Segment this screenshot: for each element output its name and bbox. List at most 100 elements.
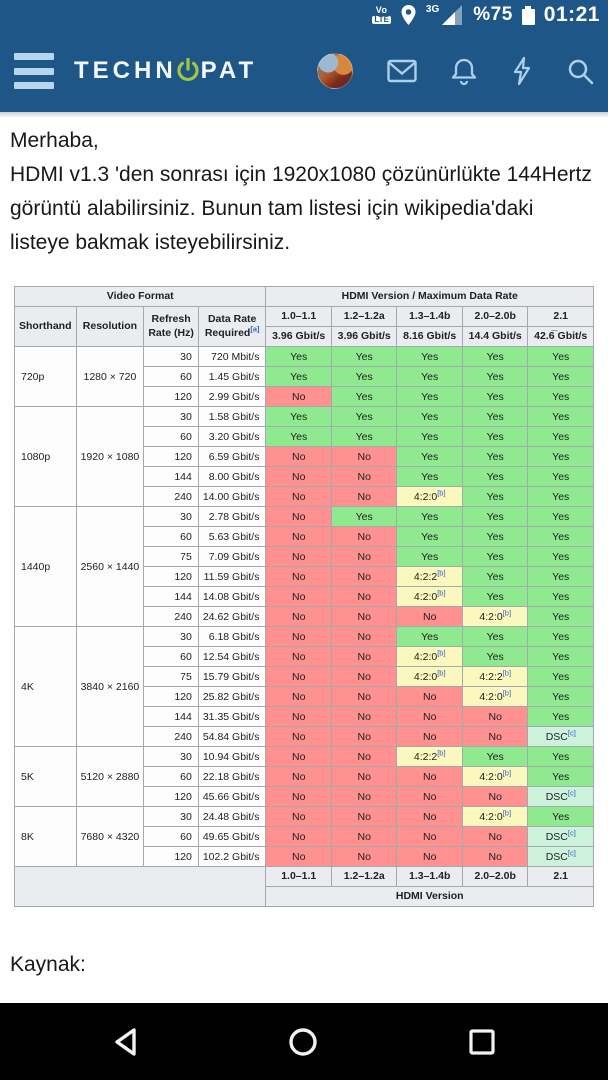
resolution-cell: 7680 × 4320 [75, 806, 145, 867]
support-cell: Yes [461, 386, 529, 407]
footnote-ref[interactable]: [b] [437, 568, 446, 577]
data-rate-cell: 3.20 Gbit/s [197, 426, 267, 447]
support-cell: Yes [527, 466, 594, 487]
support-cell: Yes [396, 386, 463, 407]
version-header: 1.0–1.1 [265, 306, 332, 327]
volte-icon: Vo LTE [372, 6, 391, 24]
footer-blank-cell [13, 866, 267, 907]
status-bar: Vo LTE 3G %75 01:21 [0, 0, 608, 30]
footnote-ref[interactable]: [b] [437, 668, 446, 677]
footnote-ref[interactable]: [c] [567, 788, 576, 797]
refresh-rate-cell: 60 [143, 826, 199, 847]
support-cell: No [330, 806, 398, 827]
support-cell: No [265, 466, 332, 487]
table-row: Shorthand Resolution Refresh Rate (Hz) Data … [14, 306, 594, 347]
table-row: 60 1.45 Gbit/s Yes Yes Yes Yes Yes [15, 366, 594, 387]
hdmi-support-table: Video Format HDMI Version / Maximum Data … [13, 286, 594, 907]
table-row: 120 25.82 Gbit/s No No No 4:2:0[b] Yes [15, 686, 594, 707]
brand-logo[interactable]: TECHN PAT [74, 57, 257, 85]
footnote-ref[interactable]: [b] [437, 648, 446, 657]
shorthand-cell: 8K [14, 806, 77, 867]
support-cell: No [265, 606, 332, 627]
support-cell: No [265, 666, 332, 687]
support-cell: DSC[c] [527, 846, 594, 867]
table-row: 240 24.62 Gbit/s No No No 4:2:0[b] Yes [15, 606, 594, 627]
header-shadow [0, 112, 608, 118]
support-cell: No [330, 486, 398, 507]
version-header: 2.0–2.0b [461, 306, 529, 327]
battery-percent-label: %75 [473, 4, 513, 25]
status-time: 01:21 [543, 3, 600, 26]
data-rate-cell: 7.09 Gbit/s [197, 546, 267, 567]
recents-button[interactable] [468, 1028, 496, 1056]
flash-icon[interactable] [511, 56, 533, 86]
support-cell: Yes [265, 426, 332, 447]
shorthand-cell: 1440p [14, 506, 77, 627]
footnote-ref[interactable]: [b] [502, 808, 512, 817]
video-format-header: Video Format [13, 286, 267, 307]
support-cell: No [330, 746, 398, 767]
support-cell: No [330, 686, 398, 707]
table-row: 240 54.84 Gbit/s No No No No DSC[c] [15, 726, 594, 747]
support-cell: Yes [461, 466, 529, 487]
support-cell: Yes [527, 366, 594, 387]
table-row: 120 6.59 Gbit/s No No Yes Yes Yes [15, 446, 594, 467]
support-cell: No [330, 706, 398, 727]
footnote-ref[interactable]: [b] [437, 488, 446, 497]
mail-icon[interactable] [387, 59, 417, 83]
support-cell: Yes [527, 506, 594, 527]
data-rate-cell: 45.66 Gbit/s [197, 786, 267, 807]
signal-icon: 3G [426, 3, 464, 27]
footnote-ref[interactable]: [c] [567, 848, 576, 857]
footnote-ref[interactable]: [b] [502, 668, 512, 677]
support-cell: No [265, 526, 332, 547]
refresh-rate-cell: 60 [143, 426, 199, 447]
app-header: TECHN PAT [0, 30, 608, 112]
back-button[interactable] [112, 1027, 138, 1057]
footer-version-header: 2.1 [527, 866, 594, 887]
footnote-ref[interactable]: [b] [502, 768, 512, 777]
bell-icon[interactable] [451, 57, 477, 85]
support-cell: DSC[c] [527, 726, 594, 747]
support-cell: No [330, 626, 398, 647]
shorthand-cell: 720p [14, 346, 77, 407]
search-icon[interactable] [567, 58, 594, 85]
resolution-cell: 3840 × 2160 [75, 626, 145, 747]
support-cell: No [330, 586, 398, 607]
support-cell: Yes [527, 486, 594, 507]
data-rate-cell: 720 Mbit/s [197, 346, 267, 367]
data-rate-cell: 10.94 Gbit/s [197, 746, 267, 767]
footnote-ref[interactable]: [b] [502, 688, 512, 697]
data-rate-cell: 14.08 Gbit/s [197, 586, 267, 607]
refresh-rate-cell: 120 [143, 566, 199, 587]
data-rate-cell: 15.79 Gbit/s [197, 666, 267, 687]
data-rate-cell: 6.18 Gbit/s [197, 626, 267, 647]
network-type-label: 3G [425, 4, 440, 15]
support-cell: Yes [396, 446, 463, 467]
support-cell: Yes [527, 746, 594, 767]
home-button[interactable] [288, 1027, 318, 1057]
support-cell: Yes [396, 626, 463, 647]
menu-icon[interactable] [14, 53, 54, 89]
support-cell: No [396, 726, 463, 747]
avatar[interactable] [317, 53, 353, 89]
footnote-ref[interactable]: [b] [437, 748, 446, 757]
support-cell: Yes [461, 486, 529, 507]
avatar-image [317, 53, 353, 89]
max-rate-header: 8.16 Gbit/s [396, 326, 463, 347]
footnote-ref[interactable]: [b] [502, 608, 512, 617]
footnote-ref[interactable]: [c] [567, 728, 576, 737]
footnote-ref[interactable]: [b] [437, 588, 446, 597]
refresh-rate-cell: 144 [143, 586, 199, 607]
data-rate-cell: 31.35 Gbit/s [197, 706, 267, 727]
support-cell: No [330, 526, 398, 547]
footnote-ref[interactable]: [c] [567, 828, 576, 837]
refresh-rate-cell: 60 [143, 766, 199, 787]
footnote-ref-a[interactable]: [a] [250, 324, 260, 333]
support-cell: No [396, 826, 463, 847]
support-cell: Yes [461, 646, 529, 667]
table-row: HDMI Version [15, 886, 594, 907]
support-cell: Yes [527, 666, 594, 687]
post-text: Merhaba, HDMI v1.3 'den sonrası için 192… [10, 124, 598, 260]
max-rate-header: 3.96 Gbit/s [330, 326, 398, 347]
